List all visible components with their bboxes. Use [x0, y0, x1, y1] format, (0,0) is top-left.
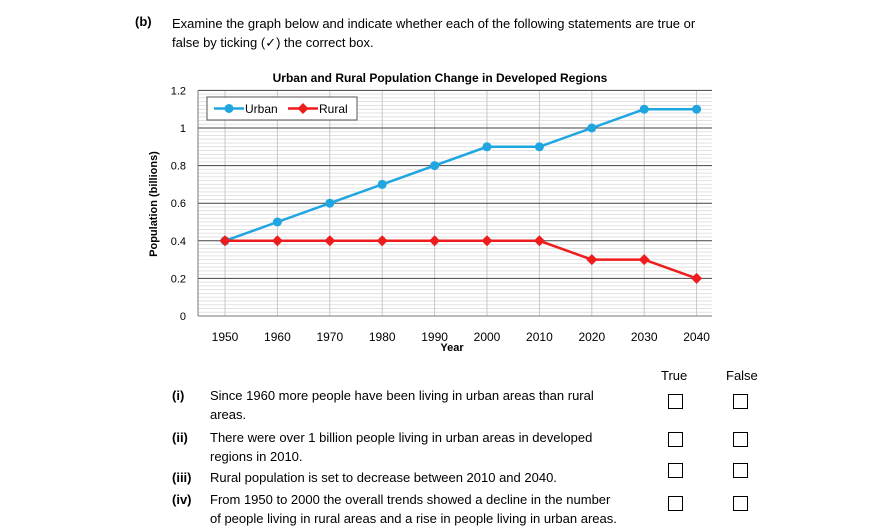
question-line-2: false by ticking (✓) the correct box.: [172, 35, 374, 50]
rural-legend-label: Rural: [319, 102, 348, 116]
y-axis-label: Population (billions): [148, 151, 160, 257]
statement-text-line: regions in 2010.: [210, 449, 303, 464]
x-axis-label: Year: [440, 342, 464, 354]
y-tick-label: 1.2: [171, 85, 186, 97]
rural-point: [481, 235, 493, 247]
statement-number: (iii): [172, 470, 192, 485]
question-instructions: Examine the graph below and indicate whe…: [172, 14, 772, 52]
chart-title: Urban and Rural Population Change in Dev…: [273, 71, 608, 85]
rural-point: [429, 235, 441, 247]
false-checkbox-iii[interactable]: [733, 463, 748, 478]
rural-point: [219, 235, 231, 247]
statement-number: (i): [172, 388, 185, 403]
urban-point: [587, 123, 597, 133]
urban-series-line: [224, 107, 697, 242]
rural-legend-marker: [297, 103, 309, 114]
urban-legend-label: Urban: [245, 102, 278, 116]
x-tick-label: 2010: [526, 330, 553, 344]
true-checkbox-iv[interactable]: [668, 496, 683, 511]
true-checkbox-ii[interactable]: [668, 432, 683, 447]
x-tick-label: 1950: [212, 330, 239, 344]
urban-point: [430, 161, 440, 171]
statement-text-line: From 1950 to 2000 the overall trends sho…: [210, 492, 611, 507]
question-line-1: Examine the graph below and indicate whe…: [172, 16, 696, 31]
question-label: (b): [135, 14, 152, 29]
statement-text-line: There were over 1 billion people living …: [210, 430, 593, 445]
statement-number: (iv): [172, 492, 192, 507]
statement-number: (ii): [172, 430, 188, 445]
statement-text-line: Since 1960 more people have been living …: [210, 388, 594, 403]
true-checkbox-i[interactable]: [668, 394, 683, 409]
x-tick-label: 1970: [316, 330, 343, 344]
urban-point: [272, 217, 282, 227]
legend-box: [206, 96, 358, 121]
y-tick-label: 0.4: [171, 236, 186, 248]
false-column-header: False: [726, 368, 758, 383]
rural-point: [586, 254, 598, 266]
urban-point: [377, 179, 387, 189]
false-checkbox-iv[interactable]: [733, 496, 748, 511]
urban-point: [639, 104, 649, 114]
rural-point: [691, 272, 703, 284]
false-checkbox-i[interactable]: [733, 394, 748, 409]
true-column-header: True: [661, 368, 688, 383]
urban-point: [325, 198, 335, 208]
urban-legend-marker: [224, 104, 234, 113]
y-tick-label: 0.8: [171, 161, 186, 173]
rural-point: [324, 235, 336, 247]
x-tick-label: 2020: [578, 330, 605, 344]
x-tick-label: 1980: [369, 330, 396, 344]
y-tick-label: 1: [180, 123, 186, 135]
rural-point: [533, 235, 545, 247]
false-checkbox-ii[interactable]: [733, 432, 748, 447]
true-checkbox-iii[interactable]: [668, 463, 683, 478]
line-chart: 0 0.2 0.4 0.6 0.8 1 1.2 1950 1960 1970 1980 1990 200…: [148, 71, 712, 354]
rural-point: [376, 235, 388, 247]
x-tick-label: 2040: [683, 330, 710, 344]
urban-point: [482, 142, 492, 152]
rural-point: [638, 254, 650, 266]
urban-point: [534, 142, 544, 152]
x-tick-label: 2030: [631, 330, 658, 344]
y-tick-label: 0: [180, 311, 186, 323]
x-tick-label: 2000: [474, 330, 501, 344]
urban-point: [692, 104, 702, 114]
statement-text-line: Rural population is set to decrease betw…: [210, 470, 557, 485]
x-tick-label: 1990: [421, 330, 448, 344]
y-tick-label: 0.2: [171, 273, 186, 285]
y-tick-label: 0.6: [171, 198, 186, 210]
rural-point: [271, 235, 283, 247]
statement-text-line: of people living in rural areas and a ri…: [210, 511, 617, 526]
statement-text-line: areas.: [210, 407, 247, 422]
rural-series-line: [225, 239, 698, 280]
x-tick-label: 1960: [264, 330, 291, 344]
